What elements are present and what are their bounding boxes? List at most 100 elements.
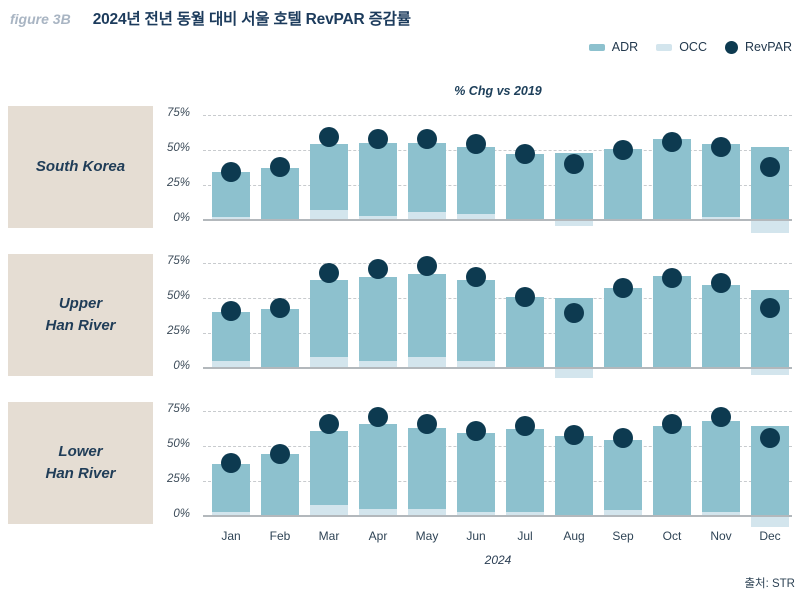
occ-bar [604,510,642,516]
adr-bar [506,296,544,368]
revpar-dot [270,297,290,318]
occ-bar [359,361,397,368]
revpar-dot [466,420,486,441]
revpar-dot [711,137,731,158]
revpar-dot [760,297,780,318]
y-tick-label: 0% [173,360,190,372]
gridline-50 [203,149,792,151]
x-tick-label: Jul [517,529,533,543]
adr-bar [457,279,495,368]
gridline-75 [203,262,792,264]
adr-bar [310,279,348,368]
legend-label: ADR [611,40,639,54]
occ-bar [751,516,789,528]
gridline-75 [203,410,792,412]
revpar-dot [270,156,290,177]
y-tick-label: 75% [166,403,190,415]
legend-swatch-icon [588,43,605,51]
adr-bar [408,427,446,516]
revpar-dot [417,413,437,434]
legend-swatch-icon [656,43,673,51]
revpar-dot [466,267,486,287]
figure-title: 2024년 전년 동월 대비 서울 호텔 RevPAR 증감률 [92,11,411,28]
adr-bar [457,147,495,220]
zero-baseline [203,515,792,517]
revpar-dot [368,258,388,279]
adr-bar [653,426,691,516]
adr-bar [506,429,544,516]
adr-bar [359,277,397,368]
occ-bar [506,511,544,516]
x-tick-label: May [415,529,439,543]
revpar-dot [270,444,290,465]
x-tick-label: Aug [563,529,585,543]
adr-bar [261,168,299,220]
adr-bar [653,138,691,220]
gridline-25 [203,332,792,334]
revpar-dot [515,416,535,437]
figure-header: figure 3B 2024년 전년 동월 대비 서울 호텔 RevPAR 증감률 [10,7,411,29]
adr-bar [261,454,299,516]
adr-bar [555,436,593,516]
occ-bar [457,511,495,516]
occ-bar [751,220,789,233]
revpar-dot [319,127,339,148]
zero-baseline [203,367,792,369]
occ-bar [751,368,789,375]
occ-bar [310,504,348,516]
occ-bar [408,211,446,220]
revpar-dot [221,300,241,321]
revpar-dot [613,278,633,299]
y-tick-label: 25% [166,177,190,189]
occ-bar [212,361,250,368]
revpar-dot [564,154,584,174]
revpar-dot [515,144,535,165]
category-box: Upper Han River [8,254,153,376]
revpar-dot [760,427,780,448]
occ-bar [457,361,495,368]
adr-bar [212,312,250,368]
occ-bar [359,215,397,220]
y-tick-label: 75% [166,255,190,267]
adr-bar [604,288,642,368]
chart-legend: ADR OCC RevPAR [588,40,792,54]
revpar-dot [221,162,241,183]
y-tick-label: 25% [166,325,190,337]
adr-bar [310,144,348,220]
revpar-dot [564,424,584,445]
revpar-dot [368,128,388,149]
revpar-dot [760,156,780,177]
x-tick-label: Nov [710,529,732,543]
source-note: 출처: STR [744,578,795,590]
legend-item-adr: ADR [588,40,639,54]
adr-bar [310,430,348,516]
x-tick-label: Mar [318,529,340,543]
y-tick-label: 25% [166,473,190,485]
revpar-dot [221,452,241,473]
category-label: South Korea [35,158,126,176]
adr-bar [702,420,740,516]
legend-item-revpar: RevPAR [724,40,792,54]
revpar-dot [662,268,682,289]
occ-bar [359,509,397,516]
occ-bar [408,509,446,516]
adr-bar [457,433,495,516]
gridline-25 [203,480,792,482]
x-tick-label: Oct [662,529,682,543]
occ-bar [212,511,250,516]
chart-subtitle: % Chg vs 2019 [454,84,542,98]
x-tick-label: Dec [759,529,781,543]
adr-bar [702,285,740,368]
revpar-dot [466,134,486,155]
y-tick-label: 0% [173,508,190,520]
y-tick-label: 50% [166,142,190,154]
adr-bar [212,464,250,516]
x-tick-label: Jun [466,529,486,543]
revpar-dot [564,303,584,324]
legend-item-occ: OCC [656,40,707,54]
revpar-dot [711,272,731,293]
adr-bar [604,440,642,516]
figure-number: figure 3B [10,11,71,27]
occ-bar [702,511,740,516]
